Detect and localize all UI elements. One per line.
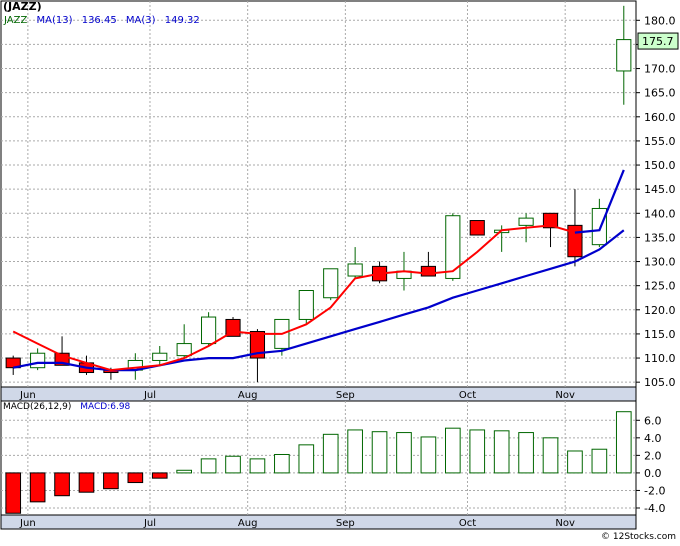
- candle-body: [152, 352, 168, 361]
- macd-panel: -4.0 -2.0 0.0 2.0 4.0 6.0 Jun Jul Aug Sep Oct Nov: [0, 400, 665, 530]
- candle-body: [542, 212, 559, 229]
- last-price-box: [637, 32, 679, 50]
- price-x-tick-label: Nov: [555, 390, 575, 401]
- macd-bar: [322, 433, 339, 474]
- candle-body: [347, 263, 363, 277]
- price-x-tick-label: Aug: [238, 390, 258, 401]
- macd-bar: [54, 472, 70, 497]
- macd-y-tick-label: 2.0: [644, 449, 662, 462]
- price-y-tick-label: 135.0: [644, 231, 676, 244]
- price-y-tick-label: 110.0: [644, 352, 676, 365]
- candle-body: [567, 224, 583, 258]
- macd-x-tick-label: Jul: [143, 518, 156, 529]
- macd-bar: [274, 453, 290, 474]
- candle-body: [591, 207, 607, 246]
- ma3-line-recent: [574, 169, 625, 234]
- macd-y-tick-label: -2.0: [644, 484, 665, 497]
- candle-body: [445, 215, 461, 279]
- candle-body: [469, 220, 485, 236]
- macd-bar: [615, 411, 632, 474]
- price-y-tick-label: 105.0: [644, 376, 676, 389]
- price-plot-area: [0, 0, 637, 388]
- macd-bar: [371, 431, 388, 474]
- candle-body: [420, 265, 436, 277]
- macd-bar: [542, 437, 559, 474]
- macd-bar: [29, 472, 46, 503]
- legend-ma3-label: MA(3): [125, 15, 156, 26]
- price-y-tick-label: 170.0: [644, 63, 676, 76]
- price-y-tick-label: 140.0: [644, 207, 676, 220]
- legend-ticker: JAZZ: [4, 15, 28, 26]
- macd-bar: [396, 432, 412, 474]
- price-y-tick-label: 150.0: [644, 159, 676, 172]
- candle-body: [201, 316, 217, 345]
- macd-bar: [420, 436, 437, 474]
- macd-bar: [493, 430, 510, 474]
- macd-bar: [127, 472, 144, 484]
- macd-bar: [445, 427, 461, 474]
- candle-body: [249, 331, 266, 359]
- macd-bar: [518, 432, 534, 474]
- macd-bar: [347, 429, 363, 474]
- candle-body: [176, 343, 192, 357]
- macd-bar: [78, 472, 95, 493]
- macd-bar: [591, 448, 608, 474]
- macd-bar: [469, 429, 486, 474]
- credit-text: © 12Stocks.com: [601, 532, 676, 542]
- macd-legend-value: MACD:6.98: [80, 402, 131, 412]
- macd-x-tick-label: Sep: [336, 518, 355, 529]
- ma3-line: [12, 224, 576, 372]
- price-y-tick-label: 155.0: [644, 135, 676, 148]
- macd-bar: [225, 455, 241, 474]
- price-y-tick-label: 120.0: [644, 304, 676, 317]
- macd-plot-area: [0, 400, 637, 516]
- legend-ma13-label: MA(13): [36, 15, 73, 26]
- legend-ma3-value: 149.32: [164, 15, 200, 26]
- legend-ma13-value: 136.45: [81, 15, 117, 26]
- macd-bar: [151, 472, 168, 479]
- price-panel: 105.0 110.0 115.0 120.0 125.0 130.0 135.0 140.0…: [0, 0, 679, 402]
- macd-bar: [200, 458, 217, 474]
- macd-y-tick-label: 0.0: [644, 467, 662, 480]
- price-x-axis-band: [0, 386, 637, 402]
- macd-bar: [567, 450, 583, 474]
- price-y-tick-label: 145.0: [644, 183, 676, 196]
- candle-body: [323, 268, 339, 299]
- candle-body: [30, 352, 46, 369]
- macd-legend: MACD(26,12,9) MACD:6.98: [3, 402, 136, 412]
- macd-x-tick-label: Nov: [555, 518, 575, 529]
- price-y-tick-label: 115.0: [644, 328, 676, 341]
- macd-bar: [176, 469, 193, 474]
- price-x-tick-label: Jul: [143, 390, 156, 401]
- macd-x-tick-label: Jun: [19, 518, 36, 529]
- macd-y-tick-label: 6.0: [644, 414, 662, 427]
- price-x-tick-label: Sep: [336, 390, 355, 401]
- macd-bar: [5, 472, 22, 514]
- macd-y-tick-label: -4.0: [644, 502, 665, 515]
- macd-y-tick-label: 4.0: [644, 432, 662, 445]
- macd-x-axis-band: [0, 514, 637, 530]
- ma-legend: JAZZ MA(13) 136.45 MA(3) 149.32: [4, 15, 206, 26]
- candle-body: [298, 290, 314, 320]
- macd-x-tick-label: Oct: [459, 518, 476, 529]
- chart-title: (JAZZ): [3, 0, 42, 13]
- price-y-tick-label: 125.0: [644, 280, 676, 293]
- macd-bar: [298, 444, 315, 474]
- macd-x-tick-label: Aug: [238, 518, 258, 529]
- last-price-label: 175.7: [642, 35, 674, 48]
- price-y-tick-label: 165.0: [644, 87, 676, 100]
- price-x-tick-label: Jun: [19, 390, 36, 401]
- price-y-tick-label: 130.0: [644, 256, 676, 269]
- price-x-tick-label: Oct: [459, 390, 476, 401]
- candle-body: [518, 217, 534, 226]
- price-y-tick-label: 180.0: [644, 14, 676, 27]
- price-y-tick-label: 160.0: [644, 111, 676, 124]
- candle-body: [616, 39, 632, 72]
- macd-bar: [103, 472, 119, 490]
- macd-bar: [249, 458, 266, 474]
- macd-legend-label: MACD(26,12,9): [3, 402, 72, 412]
